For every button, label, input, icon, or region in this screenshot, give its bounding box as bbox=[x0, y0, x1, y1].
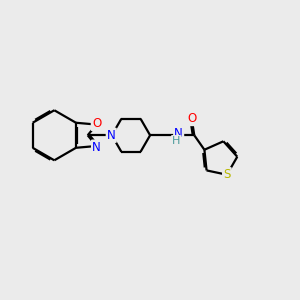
Text: N: N bbox=[107, 129, 116, 142]
Text: N: N bbox=[92, 141, 101, 154]
Text: S: S bbox=[223, 168, 231, 181]
Text: O: O bbox=[92, 117, 101, 130]
Text: O: O bbox=[187, 112, 196, 125]
Text: N: N bbox=[174, 127, 183, 140]
Text: H: H bbox=[172, 136, 181, 146]
